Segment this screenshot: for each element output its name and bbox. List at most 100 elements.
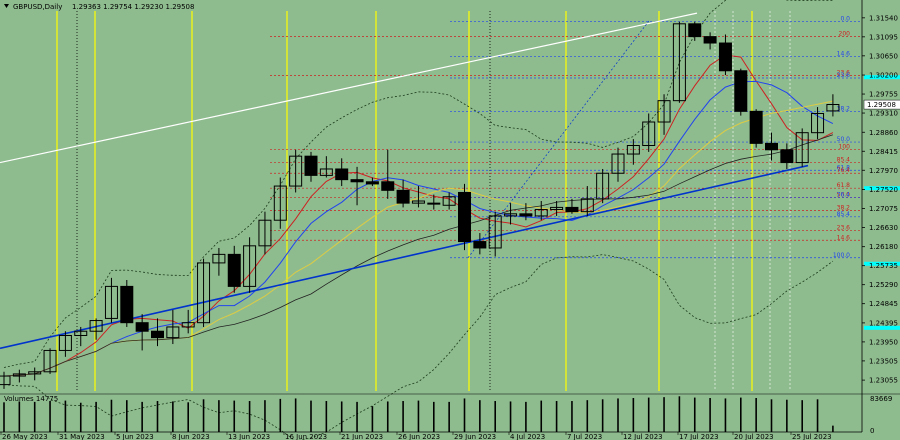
price-tick-label: 1.26180 (869, 243, 898, 251)
fib-level-label: 200 (839, 31, 851, 38)
candle-body (166, 326, 180, 339)
candle-body (43, 349, 57, 373)
fib-level-label: 50.0 (837, 192, 851, 199)
date-tick-label: 7 Jul 2023 (567, 433, 602, 440)
date-tick-label: 17 Jul 2023 (679, 433, 719, 440)
fib-level-label: 38.2 (837, 105, 851, 112)
fib-level-label: 14.6 (837, 234, 851, 241)
price-tick-label: 1.31540 (869, 14, 898, 22)
fib-level-label: 100.0 (833, 252, 850, 259)
candle-body (565, 206, 579, 213)
price-tick-label: 1.24395 (869, 319, 898, 327)
candle-body (718, 42, 732, 72)
candle-body (120, 285, 134, 324)
chart-symbol: GBPUSD,Daily (13, 3, 62, 11)
trend-lines (0, 12, 809, 350)
candle-body (411, 200, 425, 204)
price-tick-label: 1.24845 (869, 300, 898, 308)
date-axis: 26 May 2023 31 May 2023 5 Jun 2023 8 Jun 20… (0, 431, 862, 440)
candle-body (688, 23, 702, 38)
support-trendline (0, 164, 809, 350)
candle-body (304, 155, 318, 176)
fib-level-label: 76.4 (837, 192, 851, 199)
fib-level-label: 38.2 (837, 204, 851, 211)
date-tick-label: 13 Jun 2023 (228, 433, 270, 440)
fib-level-label: 85.4 (837, 157, 851, 164)
candle-body (427, 202, 441, 205)
price-tick-label: 1.29755 (869, 91, 898, 99)
chart-ohlc: 1.29363 1.29754 1.29230 1.29508 (72, 3, 194, 11)
candle-body (58, 334, 72, 351)
price-tick-label: 1.30200 (869, 72, 898, 80)
current-price-tag (863, 99, 900, 110)
price-tick-label: 1.25735 (869, 262, 898, 270)
cyan-level-marker (864, 261, 900, 266)
candle-body (734, 70, 748, 112)
fib-diagonal-line (467, 19, 651, 258)
candle-body (197, 262, 211, 324)
fib-level-label: 23.6 (837, 69, 851, 76)
candle-body (611, 153, 625, 174)
candle-body (826, 104, 840, 112)
price-tick-label: 1.27075 (869, 205, 898, 213)
price-tick-label: 1.31095 (869, 33, 898, 41)
resistance-trendline (0, 12, 698, 164)
date-tick-label: 25 Jul 2023 (792, 433, 832, 440)
price-tick-label: 1.25290 (869, 281, 898, 289)
candle-body (381, 181, 395, 191)
chart-header: GBPUSD,Daily 1.29363 1.29754 1.29230 1.2… (4, 3, 194, 11)
candle-body (151, 330, 164, 339)
price-tick-label: 1.28415 (869, 148, 898, 156)
price-tick-label: 1.27970 (869, 167, 898, 175)
candle-body (473, 241, 487, 249)
date-tick-label: 4 Jul 2023 (510, 433, 545, 440)
candle-body (703, 36, 717, 44)
candles (0, 21, 840, 389)
candle-body (488, 215, 502, 249)
fib-level-label: 61.8 (837, 182, 851, 189)
price-tick-label: 1.23950 (869, 338, 898, 346)
fib-level-label: 85.4 (837, 211, 851, 218)
fib-level-label: 23.6 (837, 72, 851, 79)
header-arrow-icon (4, 4, 9, 8)
price-tick-label: 1.27520 (869, 186, 898, 194)
date-tick-label: 8 Jun 2023 (172, 433, 210, 440)
candle-body (365, 181, 379, 185)
candle-body (319, 168, 333, 176)
cyan-level-marker (864, 75, 900, 80)
fib-level-label: 100 (839, 143, 851, 150)
fib-level-label: 76.4 (837, 167, 851, 174)
price-tick-label: 1.23505 (869, 357, 898, 365)
candle-body (795, 132, 809, 164)
candle-body (534, 209, 548, 217)
date-tick-label: 21 Jun 2023 (341, 433, 383, 440)
candle-body (596, 172, 610, 200)
price-tick-label: 1.26630 (869, 224, 898, 232)
fib-level-label: 50.0 (837, 136, 851, 143)
volume-bars: 83669 0 (0, 393, 900, 435)
cyan-level-marker (864, 186, 900, 191)
candle-body (273, 185, 287, 221)
candle-body (765, 142, 778, 151)
candle-body (519, 213, 533, 217)
candle-body (243, 245, 257, 287)
fib-level-label: 61.8 (837, 164, 851, 171)
price-axis: 1.31540 1.31095 1.30650 1.30200 1.29755 1.293… (861, 0, 900, 432)
candle-body (811, 112, 825, 134)
price-tick-label: 1.29310 (869, 110, 898, 118)
candle-body (626, 144, 640, 155)
date-tick-label: 31 May 2023 (59, 433, 105, 440)
candle-body (289, 155, 303, 187)
date-tick-label: 16 Jun 2023 (285, 433, 327, 440)
candle-body (335, 168, 349, 181)
price-tick-label: 1.30650 (869, 52, 898, 60)
candle-body (642, 121, 656, 146)
date-tick-label: 5 Jun 2023 (116, 433, 154, 440)
volume-scale-max: 83669 (870, 395, 892, 403)
fib-level-label: 14.6 (837, 51, 851, 58)
candle-body (135, 322, 149, 332)
price-tick-label: 1.23055 (869, 377, 898, 385)
candle-body (104, 285, 118, 319)
candle-body (181, 322, 195, 328)
